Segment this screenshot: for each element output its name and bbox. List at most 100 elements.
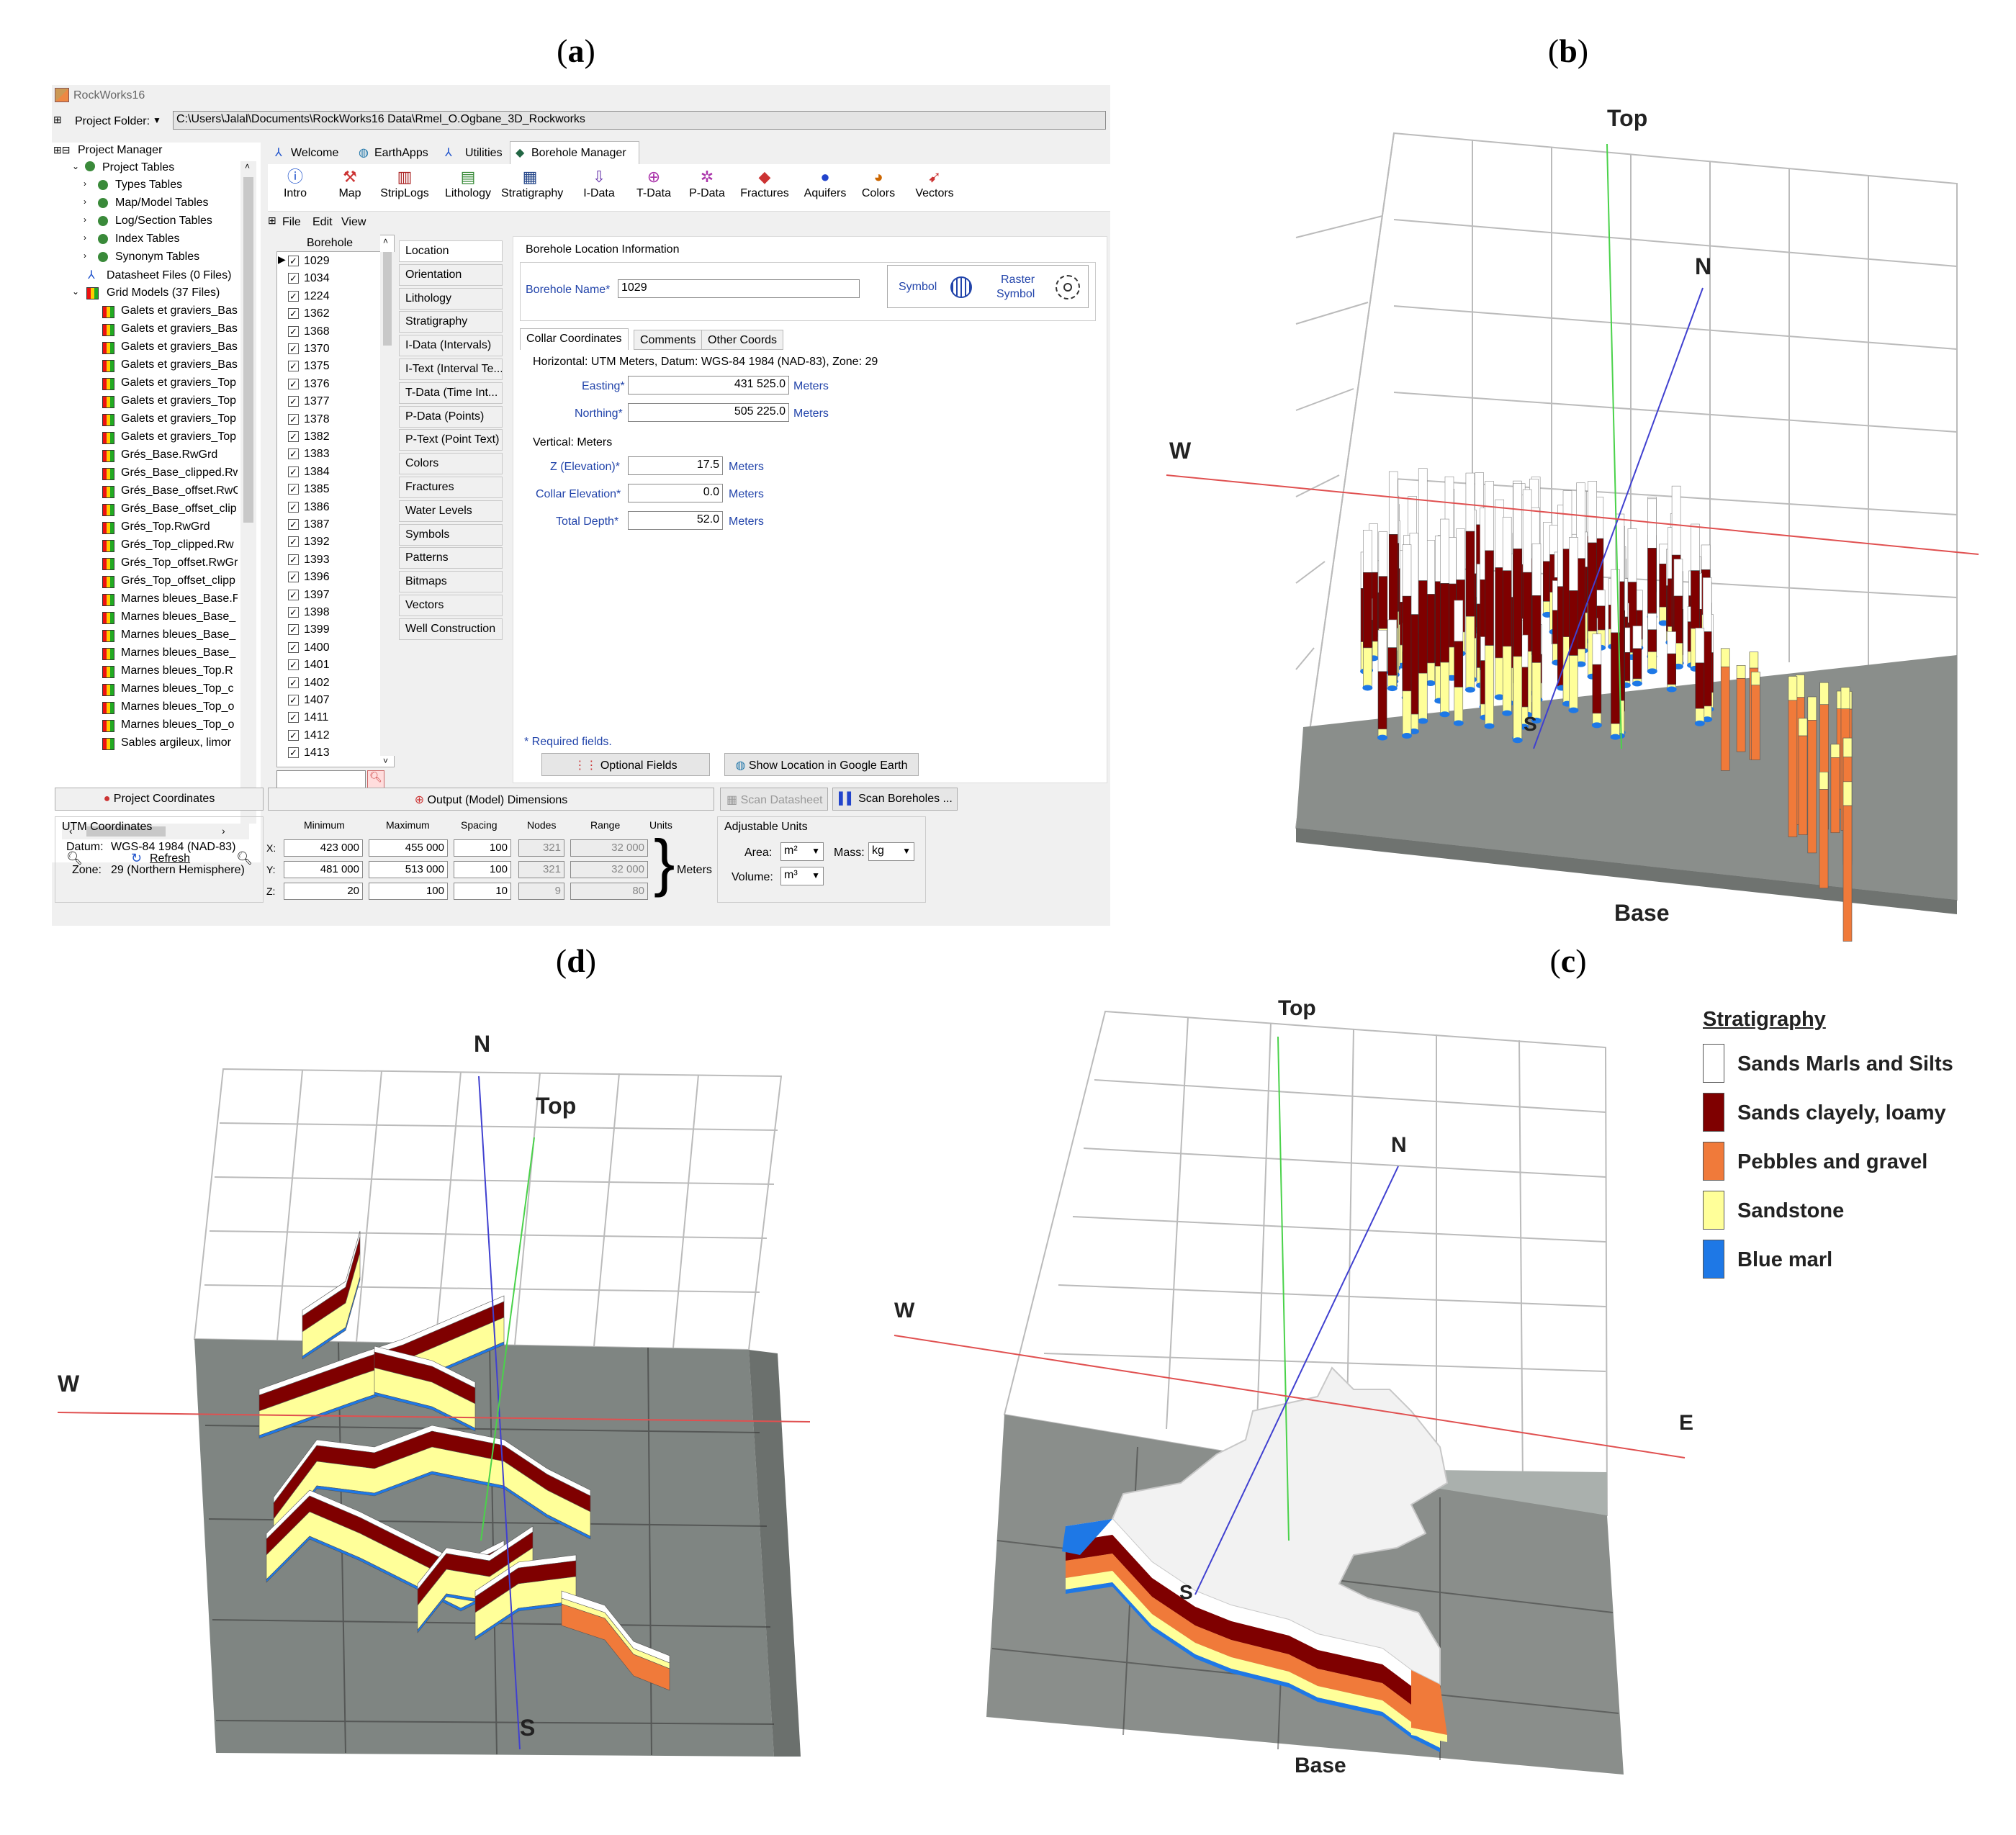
tree-item-table[interactable]: Synonym Tables	[115, 251, 200, 263]
tree-item-grid[interactable]: Grés_Base_offset.RwG	[121, 484, 238, 497]
tree-item-grid[interactable]: Galets et graviers_Bas	[121, 305, 238, 317]
project-folder-dropdown-icon[interactable]: ▼	[153, 115, 161, 125]
scroll-up-icon[interactable]: ˄	[383, 236, 389, 246]
borehole-checkbox[interactable]: ✓	[288, 361, 299, 372]
nav-patterns[interactable]: Patterns	[399, 547, 503, 569]
nav-t-data-time-int[interactable]: T-Data (Time Int...	[399, 382, 503, 404]
chevron-right-icon[interactable]: ›	[84, 179, 86, 189]
nav-water-levels[interactable]: Water Levels	[399, 500, 503, 522]
borehole-checkbox[interactable]: ✓	[288, 343, 299, 354]
borehole-item[interactable]: 1368	[304, 325, 330, 338]
borehole-item[interactable]: 1407	[304, 694, 330, 706]
tab-welcome[interactable]: Welcome	[291, 147, 339, 159]
scan-datasheet-button[interactable]: ▦ Scan Datasheet	[720, 788, 828, 811]
borehole-checkbox[interactable]: ✓	[288, 729, 299, 741]
borehole-item[interactable]: 1384	[304, 465, 330, 478]
nav-vectors[interactable]: Vectors	[399, 595, 503, 616]
borehole-checkbox[interactable]: ✓	[288, 572, 299, 583]
borehole-checkbox[interactable]: ✓	[288, 308, 299, 320]
toolbar-colors-button[interactable]: ◕ Colors	[850, 167, 907, 207]
tree-item-grid[interactable]: Galets et graviers_Top	[121, 412, 237, 425]
borehole-list-scrollbar[interactable]	[380, 252, 395, 756]
subtab-collar-coordinates[interactable]: Collar Coordinates	[520, 328, 629, 350]
tree-item-table[interactable]: Log/Section Tables	[115, 215, 212, 227]
tab-borehole-manager-box[interactable]	[510, 141, 639, 164]
tree-scrollbar[interactable]	[240, 161, 256, 824]
google-earth-button[interactable]: ◍ Show Location in Google Earth	[724, 753, 919, 776]
toolbar-stratigraphy-button[interactable]: ▦ Stratigraphy	[501, 167, 563, 207]
borehole-item[interactable]: 1397	[304, 588, 330, 601]
borehole-checkbox[interactable]: ✓	[288, 501, 299, 513]
toolbar-fractures-button[interactable]: ◆ Fractures	[736, 167, 793, 207]
tree-hscrollbar[interactable]	[62, 824, 249, 839]
search-clear-icon[interactable]: 🔍︎	[367, 770, 384, 789]
tree-item-grid[interactable]: Marnes bleues_Top_c	[121, 682, 234, 695]
borehole-item[interactable]: 1378	[304, 412, 330, 425]
nav-i-data-intervals[interactable]: I-Data (Intervals)	[399, 335, 503, 357]
dims-min-input[interactable]: 423 000	[284, 839, 363, 857]
tree-item-grid[interactable]: Marnes bleues_Base_	[121, 628, 236, 641]
scroll-up-icon[interactable]: ˄	[245, 161, 251, 171]
borehole-checkbox[interactable]: ✓	[288, 677, 299, 688]
area-select[interactable]: m² ▼	[780, 842, 824, 861]
tree-item-table[interactable]: Types Tables	[115, 179, 183, 191]
borehole-checkbox[interactable]: ✓	[288, 378, 299, 389]
borehole-checkbox[interactable]: ✓	[288, 325, 299, 337]
borehole-checkbox[interactable]: ✓	[288, 589, 299, 600]
symbol-icon[interactable]	[950, 276, 972, 298]
scan-boreholes-button[interactable]: ▌▌ Scan Boreholes ...	[832, 788, 958, 811]
borehole-checkbox[interactable]: ✓	[288, 448, 299, 460]
project-folder-path[interactable]: C:\Users\Jalal\Documents\RockWorks16 Dat…	[173, 111, 1106, 130]
chevron-right-icon[interactable]: ›	[84, 251, 86, 261]
dims-spacing-input[interactable]: 10	[454, 883, 511, 900]
chevron-down-icon[interactable]: ⌄	[72, 287, 80, 297]
nav-well-construction[interactable]: Well Construction	[399, 618, 503, 640]
grid-models-label[interactable]: Grid Models (37 Files)	[107, 287, 220, 299]
nav-stratigraphy[interactable]: Stratigraphy	[399, 311, 503, 333]
total-depth-input[interactable]: 52.0	[628, 511, 723, 530]
tree-item-grid[interactable]: Grés_Top_clipped.Rw	[121, 538, 234, 551]
tree-item-grid[interactable]: Galets et graviers_Bas	[121, 323, 238, 335]
tab-earthapps[interactable]: EarthApps	[374, 147, 428, 159]
toolbar-aquifers-button[interactable]: ● Aquifers	[796, 167, 854, 207]
scroll-left-icon[interactable]: ‹	[69, 825, 73, 837]
dims-max-input[interactable]: 455 000	[369, 839, 448, 857]
borehole-item[interactable]: 1362	[304, 307, 330, 320]
tab-utilities[interactable]: Utilities	[465, 147, 503, 159]
collar-elevation-input[interactable]: 0.0	[628, 484, 723, 502]
toolbar-p-data-button[interactable]: ✲ P-Data	[678, 167, 736, 207]
easting-input[interactable]: 431 525.0	[628, 376, 789, 394]
datasheet-files-label[interactable]: Datasheet Files (0 Files)	[107, 269, 232, 281]
project-coordinates-button[interactable]: ● Project Coordinates	[55, 788, 264, 811]
dims-min-input[interactable]: 481 000	[284, 861, 363, 878]
borehole-item[interactable]: 1412	[304, 729, 330, 741]
tree-item-grid[interactable]: Grés_Base_clipped.Rw	[121, 466, 238, 479]
borehole-checkbox[interactable]: ✓	[288, 712, 299, 723]
optional-fields-button[interactable]: ⋮⋮ Optional Fields	[541, 753, 710, 776]
raster-symbol-icon[interactable]	[1056, 275, 1080, 299]
menu-view[interactable]: View	[341, 216, 366, 228]
nav-bitmaps[interactable]: Bitmaps	[399, 571, 503, 593]
borehole-checkbox[interactable]: ✓	[288, 695, 299, 705]
toolbar-striplogs-button[interactable]: ▥ StripLogs	[376, 167, 433, 207]
borehole-item[interactable]: 1393	[304, 553, 330, 566]
chevron-right-icon[interactable]: ›	[84, 197, 86, 207]
borehole-checkbox[interactable]: ✓	[288, 554, 299, 565]
borehole-checkbox[interactable]: ✓	[288, 290, 299, 302]
output-dimensions-button[interactable]: ⊕ Output (Model) Dimensions	[268, 788, 714, 811]
project-tables-label[interactable]: Project Tables	[102, 161, 175, 173]
borehole-item[interactable]: 1376	[304, 377, 330, 390]
borehole-item[interactable]: 1377	[304, 395, 330, 408]
toolbar-map-button[interactable]: ⚒ Map	[321, 167, 379, 207]
borehole-checkbox[interactable]: ✓	[288, 413, 299, 425]
nav-p-text-point-text[interactable]: P-Text (Point Text)	[399, 429, 503, 451]
tree-item-grid[interactable]: Marnes bleues_Base_	[121, 646, 236, 659]
dims-max-input[interactable]: 513 000	[369, 861, 448, 878]
borehole-item[interactable]: 1399	[304, 623, 330, 636]
borehole-checkbox[interactable]: ✓	[288, 519, 299, 530]
dims-max-input[interactable]: 100	[369, 883, 448, 900]
dims-min-input[interactable]: 20	[284, 883, 363, 900]
z-elevation-input[interactable]: 17.5	[628, 456, 723, 475]
tree-item-grid[interactable]: Galets et graviers_Top	[121, 430, 237, 443]
scroll-down-icon[interactable]: ˅	[383, 756, 389, 766]
